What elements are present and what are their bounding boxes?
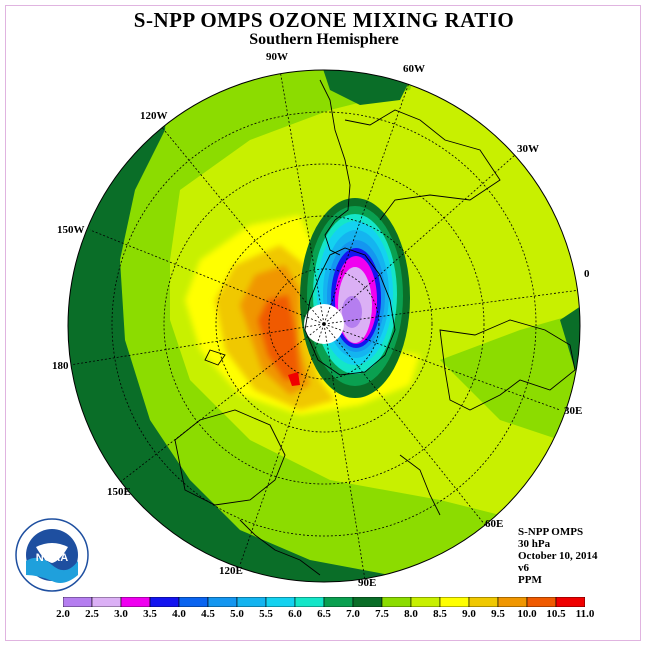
- colorbar-tick-label: 11.0: [575, 608, 595, 620]
- lon-label-180: 180: [52, 360, 69, 372]
- colorbar-swatch: [555, 597, 585, 607]
- lon-label-30w: 30W: [517, 143, 539, 155]
- colorbar-tick-label: 6.5: [317, 608, 331, 620]
- lon-label-90w: 90W: [266, 51, 288, 63]
- colorbar-tick-label: 9.0: [462, 608, 476, 620]
- lon-label-90e: 90E: [358, 577, 377, 589]
- map-outline: [67, 69, 581, 583]
- date-label: October 10, 2014: [518, 550, 598, 562]
- colorbar-swatch: [352, 597, 383, 607]
- colorbar-tick-label: 5.0: [230, 608, 244, 620]
- pressure-level: 30 hPa: [518, 538, 551, 550]
- ozone-field-2: [342, 296, 362, 328]
- colorbar-tick-label: 8.5: [433, 608, 447, 620]
- colorbar-swatch: [178, 597, 209, 607]
- lon-label-60w: 60W: [403, 63, 425, 75]
- colorbar-tick-label: 7.0: [346, 608, 360, 620]
- version-label: v6: [518, 562, 529, 574]
- colorbar-tick-label: 2.5: [85, 608, 99, 620]
- colorbar-swatch: [526, 597, 557, 607]
- colorbar-tick-label: 7.5: [375, 608, 389, 620]
- units-label: PPM: [518, 574, 542, 586]
- colorbar-tick-label: 3.0: [114, 608, 128, 620]
- colorbar-swatch: [120, 597, 151, 607]
- colorbar-swatch: [381, 597, 412, 607]
- lon-label-30e: 30E: [564, 405, 583, 417]
- map-subtitle: Southern Hemisphere: [249, 31, 399, 48]
- image-frame: [5, 5, 641, 641]
- colorbar-swatch: [439, 597, 470, 607]
- colorbar-tick-label: 4.0: [172, 608, 186, 620]
- ozone-field-7-5: [68, 70, 580, 582]
- lon-label-60e: 60E: [485, 518, 504, 530]
- colorbar-swatch: [149, 597, 180, 607]
- ozone-field-10: [258, 295, 300, 380]
- map-title: S-NPP OMPS OZONE MIXING RATIO: [133, 8, 515, 32]
- noaa-logo: NOAA: [15, 518, 89, 592]
- colorbar-tick-label: 10.0: [517, 608, 537, 620]
- colorbar-swatch: [236, 597, 267, 607]
- colorbar-tick-label: 6.0: [288, 608, 302, 620]
- colorbar-tick-label: 4.5: [201, 608, 215, 620]
- colorbar-tick-label: 2.0: [56, 608, 70, 620]
- info-panel: S-NPP OMPS 30 hPa October 10, 2014 v6 PP…: [518, 526, 598, 586]
- ozone-field-7-5-east: [440, 310, 580, 440]
- lon-label-0: 0: [584, 268, 590, 280]
- ozone-field-7-east: [560, 300, 580, 380]
- meridians: [69, 70, 580, 581]
- colorbar-swatch: [323, 597, 354, 607]
- noaa-logo-text: NOAA: [36, 552, 68, 564]
- colorbar-swatch: [468, 597, 499, 607]
- instrument-label: S-NPP OMPS: [518, 526, 584, 538]
- lon-label-150e: 150E: [107, 486, 131, 498]
- lon-label-120w: 120W: [140, 110, 168, 122]
- lon-label-150w: 150W: [57, 224, 85, 236]
- colorbar-swatch: [207, 597, 238, 607]
- colorbar-swatch: [91, 597, 122, 607]
- colorbar-tick-label: 5.5: [259, 608, 273, 620]
- colorbar-swatch: [410, 597, 441, 607]
- colorbar-tick-label: 10.5: [546, 608, 566, 620]
- colorbar-swatch: [265, 597, 296, 607]
- colorbar-tick-label: 8.0: [404, 608, 418, 620]
- colorbar-tick-label: 3.5: [143, 608, 157, 620]
- colorbar-swatch: [294, 597, 325, 607]
- ozone-field-10-5: [288, 372, 300, 386]
- coastlines: [174, 79, 576, 576]
- lon-label-120e: 120E: [219, 565, 243, 577]
- colorbar-swatch: [63, 597, 93, 607]
- colorbar: [63, 597, 585, 607]
- colorbar-swatch: [497, 597, 528, 607]
- latitude-circles: [111, 111, 537, 537]
- colorbar-tick-label: 9.5: [491, 608, 505, 620]
